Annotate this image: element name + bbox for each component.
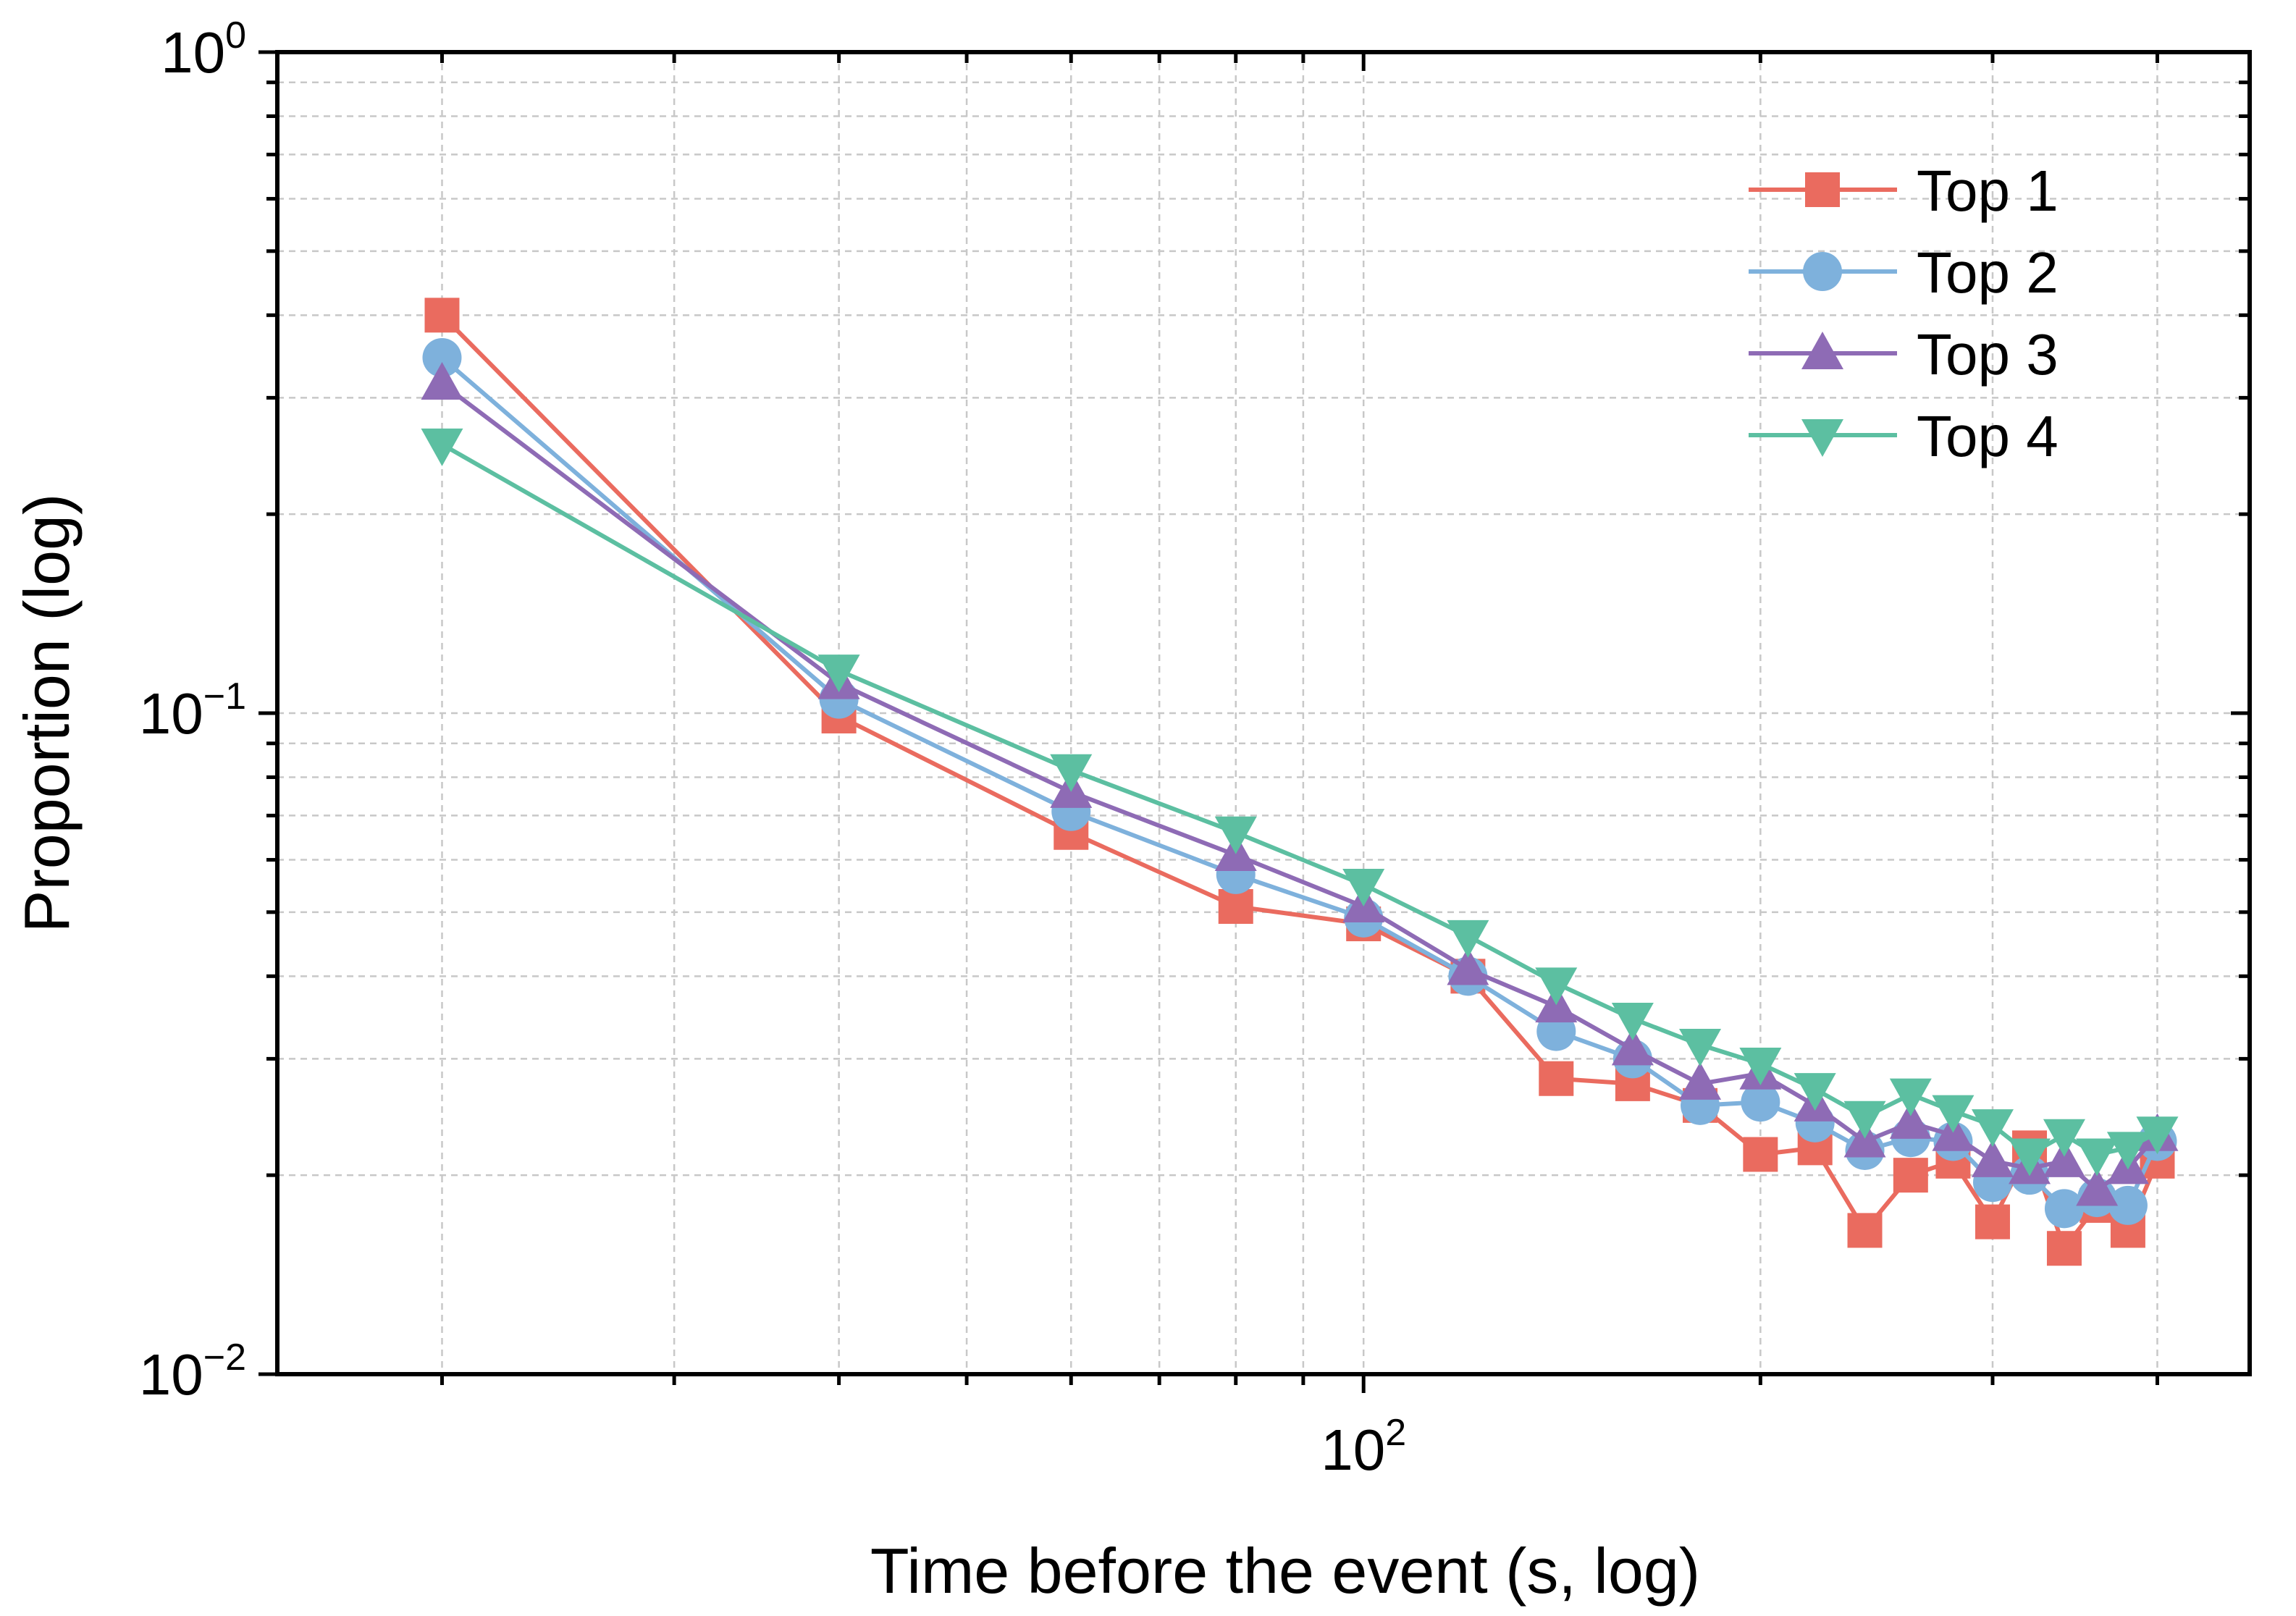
- data-point: [1971, 1109, 2014, 1148]
- data-point: [2076, 1168, 2119, 1206]
- data-point: [1611, 1002, 1654, 1040]
- data-point: [1611, 1027, 1654, 1066]
- data-point: [1893, 1158, 1928, 1193]
- data-point: [2009, 1138, 2051, 1177]
- x-tick-label: 102: [1321, 1412, 1406, 1482]
- grid: [277, 52, 2250, 1374]
- axis-ticks: [258, 50, 2250, 1393]
- data-point: [2108, 1185, 2148, 1225]
- data-point: [2076, 1138, 2119, 1177]
- data-point: [2136, 1116, 2179, 1155]
- legend-item: Top 1: [1749, 159, 2059, 223]
- x-axis-label: Time before the event (s, log): [870, 1535, 1700, 1607]
- data-point: [421, 428, 463, 466]
- y-axis-label: Proportion (log): [11, 494, 83, 933]
- legend-swatch-marker: [1801, 332, 1843, 369]
- legend-swatch-marker: [1803, 252, 1842, 291]
- data-point: [2043, 1119, 2085, 1157]
- data-point: [1050, 754, 1093, 792]
- data-point: [1932, 1095, 1975, 1133]
- data-point: [1679, 1061, 1722, 1100]
- legend-item: Top 2: [1749, 240, 2059, 305]
- data-point: [1975, 1204, 2010, 1240]
- data-point: [1739, 1048, 1782, 1086]
- data-point: [422, 337, 462, 377]
- data-point: [2106, 1132, 2149, 1170]
- data-point: [424, 298, 460, 333]
- data-point: [1743, 1137, 1778, 1172]
- data-point: [1843, 1101, 1886, 1139]
- data-point: [1889, 1078, 1932, 1116]
- data-point: [2046, 1231, 2082, 1266]
- data-point: [1447, 947, 1489, 985]
- series-line: [440, 313, 2160, 1251]
- data-point: [2044, 1189, 2084, 1229]
- legend-label: Top 2: [1917, 240, 2059, 305]
- series-layer: [421, 298, 2179, 1266]
- legend: Top 1 Top 2 Top 3 Top 4: [1749, 159, 2059, 468]
- legend-item: Top 4: [1749, 404, 2059, 468]
- data-point: [1214, 816, 1257, 854]
- legend-label: Top 1: [1917, 159, 2059, 223]
- legend-label: Top 4: [1917, 404, 2059, 468]
- data-point: [1794, 1073, 1836, 1111]
- series-line: [441, 442, 2158, 1157]
- legend-swatch-marker: [1805, 172, 1840, 207]
- x-tick-labels: 102: [1321, 1412, 1406, 1482]
- data-point: [1218, 888, 1253, 924]
- data-point: [2043, 1139, 2085, 1177]
- y-tick-label: 10−2: [139, 1337, 246, 1407]
- series-line: [440, 382, 2159, 1192]
- data-point: [1679, 1029, 1722, 1067]
- data-point: [1447, 919, 1489, 958]
- legend-swatch-marker: [1801, 419, 1843, 457]
- legend-item: Top 3: [1749, 322, 2059, 387]
- series-4: [421, 428, 2179, 1177]
- data-point: [1889, 1101, 1932, 1139]
- y-tick-label: 100: [161, 14, 246, 85]
- data-point: [1847, 1213, 1883, 1248]
- data-point: [421, 362, 463, 400]
- y-tick-label: 10−1: [139, 676, 246, 746]
- data-point: [1342, 869, 1385, 907]
- data-point: [1539, 1061, 1574, 1096]
- legend-label: Top 3: [1917, 322, 2059, 387]
- y-tick-labels: 100 10−1 10−2: [139, 14, 246, 1407]
- data-point: [817, 655, 860, 693]
- data-point: [1971, 1139, 2014, 1177]
- data-point: [1535, 967, 1578, 1006]
- data-point: [1741, 1082, 1780, 1122]
